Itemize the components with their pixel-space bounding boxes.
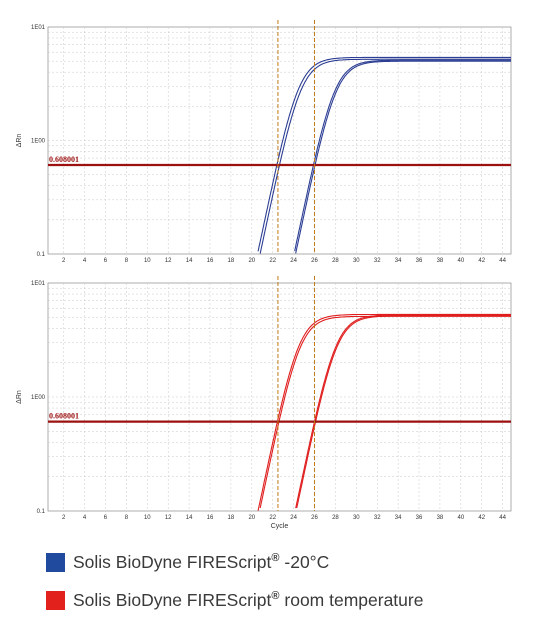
x-tick-label: 28 xyxy=(332,515,339,521)
x-tick-label: 28 xyxy=(332,258,339,264)
x-tick-label: 16 xyxy=(207,515,214,521)
amplification-curve xyxy=(259,58,511,254)
amplification-curve xyxy=(296,315,511,509)
x-tick-label: 2 xyxy=(62,258,66,264)
x-tick-label: 8 xyxy=(125,258,129,264)
amplification-curve xyxy=(295,314,511,509)
x-tick-label: 12 xyxy=(165,258,172,264)
y-axis-label: ΔRn xyxy=(16,134,23,148)
amplification-curve xyxy=(295,60,511,254)
x-tick-label: 4 xyxy=(83,258,87,264)
x-tick-label: 42 xyxy=(478,258,485,264)
legend-item-frozen: Solis BioDyne FIREScript® -20°C xyxy=(46,552,329,573)
x-tick-label: 10 xyxy=(144,515,151,521)
legend-swatch-red xyxy=(46,591,65,610)
x-tick-label: 2 xyxy=(62,515,66,521)
y-tick-label: 0.1 xyxy=(37,252,46,258)
x-tick-label: 24 xyxy=(290,515,297,521)
x-tick-label: 44 xyxy=(499,258,506,264)
x-axis-label: Cycle xyxy=(271,523,289,530)
y-tick-label: 1E00 xyxy=(31,139,46,145)
x-tick-label: 36 xyxy=(416,515,423,521)
x-tick-label: 20 xyxy=(248,515,255,521)
chart-panel-2 xyxy=(47,276,512,512)
x-tick-label: 44 xyxy=(499,515,506,521)
x-tick-label: 26 xyxy=(311,515,318,521)
y-tick-label: 0.1 xyxy=(37,509,46,515)
x-tick-label: 24 xyxy=(290,258,297,264)
x-tick-label: 16 xyxy=(207,258,214,264)
y-axis-label: ΔRn xyxy=(16,390,23,404)
x-tick-label: 36 xyxy=(416,258,423,264)
threshold-label: 0.608001 xyxy=(49,155,79,164)
y-tick-label: 1E01 xyxy=(31,281,46,287)
legend-label: Solis BioDyne FIREScript® -20°C xyxy=(73,552,330,572)
x-tick-label: 6 xyxy=(104,258,108,264)
x-tick-label: 30 xyxy=(353,515,360,521)
amplification-curve xyxy=(294,59,511,252)
x-tick-label: 4 xyxy=(83,515,87,521)
x-tick-label: 14 xyxy=(186,258,193,264)
x-tick-label: 42 xyxy=(478,515,485,521)
amplification-curve xyxy=(257,56,511,252)
x-tick-label: 6 xyxy=(104,515,108,521)
x-tick-label: 40 xyxy=(457,258,464,264)
chart-panel-1 xyxy=(47,20,512,255)
y-tick-label: 1E00 xyxy=(31,395,46,401)
x-tick-label: 22 xyxy=(269,258,276,264)
x-tick-label: 32 xyxy=(374,258,381,264)
x-tick-label: 34 xyxy=(395,258,402,264)
x-tick-label: 38 xyxy=(437,258,444,264)
x-tick-label: 26 xyxy=(311,258,318,264)
legend-swatch-blue xyxy=(46,553,65,572)
x-tick-label: 18 xyxy=(228,515,235,521)
legend-label: Solis BioDyne FIREScript® room temperatu… xyxy=(73,590,424,610)
y-tick-label: 1E01 xyxy=(31,25,46,31)
x-tick-label: 22 xyxy=(269,515,276,521)
x-tick-label: 38 xyxy=(437,515,444,521)
x-tick-label: 12 xyxy=(165,515,172,521)
x-tick-label: 18 xyxy=(228,258,235,264)
x-tick-label: 14 xyxy=(186,515,193,521)
legend-item-room-temp: Solis BioDyne FIREScript® room temperatu… xyxy=(46,590,423,611)
x-tick-label: 8 xyxy=(125,515,129,521)
x-tick-label: 20 xyxy=(248,258,255,264)
x-tick-label: 30 xyxy=(353,258,360,264)
threshold-label: 0.608001 xyxy=(49,412,79,421)
x-tick-label: 10 xyxy=(144,258,151,264)
x-tick-label: 34 xyxy=(395,515,402,521)
x-tick-label: 32 xyxy=(374,515,381,521)
x-tick-label: 40 xyxy=(457,515,464,521)
